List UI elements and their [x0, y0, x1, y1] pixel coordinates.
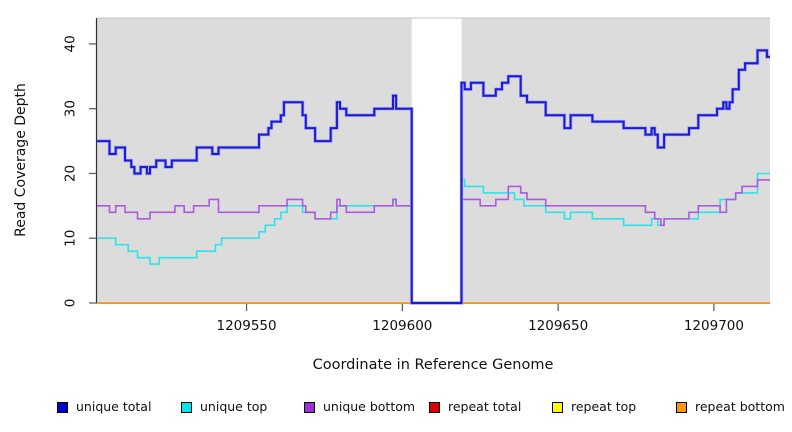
legend-item-unique-top: unique top: [181, 399, 267, 415]
x-axis-label: Coordinate in Reference Genome: [313, 357, 554, 373]
no-data-gap: [411, 18, 462, 303]
x-tick-label: 1209650: [528, 318, 588, 334]
legend-item-repeat-total: repeat total: [429, 399, 521, 415]
legend-label: unique bottom: [323, 399, 416, 414]
legend: unique total unique top unique bottom repea…: [0, 399, 792, 419]
legend-label: repeat bottom: [695, 399, 785, 414]
y-tick-label: 20: [63, 165, 79, 182]
legend-label: unique top: [200, 399, 268, 414]
legend-swatch-repeat-total: [429, 401, 440, 413]
legend-label: unique total: [76, 399, 152, 414]
x-tick-label: 1209550: [216, 318, 276, 334]
series-line-unique-bottom: [97, 179, 770, 304]
legend-swatch-repeat-top: [552, 401, 563, 413]
legend-item-unique-bottom: unique bottom: [304, 399, 415, 415]
y-tick-label: 0: [63, 299, 79, 308]
y-tick-label: 10: [63, 230, 79, 247]
legend-item-repeat-bottom: repeat bottom: [676, 399, 785, 415]
legend-label: repeat top: [571, 399, 637, 414]
series-line-unique-total: [97, 49, 770, 304]
legend-swatch-repeat-bottom: [676, 401, 687, 413]
legend-item-unique-total: unique total: [57, 399, 151, 415]
y-tick-label: 30: [63, 100, 79, 117]
legend-swatch-unique-total: [57, 401, 68, 413]
x-tick-label: 1209600: [372, 318, 432, 334]
y-axis-label: Read Coverage Depth: [13, 83, 29, 237]
legend-swatch-unique-top: [181, 401, 192, 413]
legend-item-repeat-top: repeat top: [552, 399, 636, 415]
legend-swatch-unique-bottom: [304, 401, 315, 413]
y-tick-label: 40: [63, 35, 79, 52]
x-tick-label: 1209700: [684, 318, 744, 334]
legend-label: repeat total: [448, 399, 522, 414]
coverage-plot: 0 10 20 30 40 1209550 1209600 1209650 1209700 Re…: [13, 17, 770, 373]
